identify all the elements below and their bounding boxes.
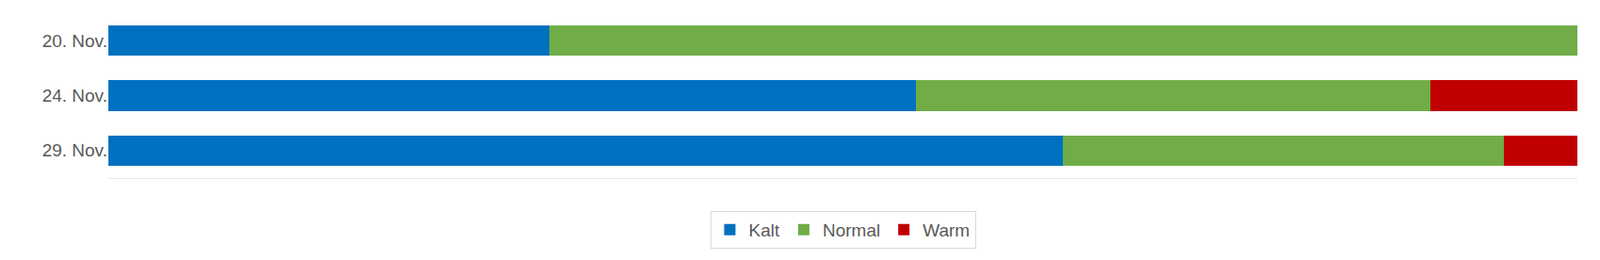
svg-text:Warm: Warm	[922, 220, 970, 241]
svg-text:Kalt: Kalt	[749, 220, 781, 241]
svg-text:24. Nov.: 24. Nov.	[42, 85, 108, 106]
svg-text:29. Nov.: 29. Nov.	[42, 140, 108, 161]
svg-text:Normal: Normal	[822, 220, 881, 241]
svg-text:20. Nov.: 20. Nov.	[42, 31, 108, 51]
